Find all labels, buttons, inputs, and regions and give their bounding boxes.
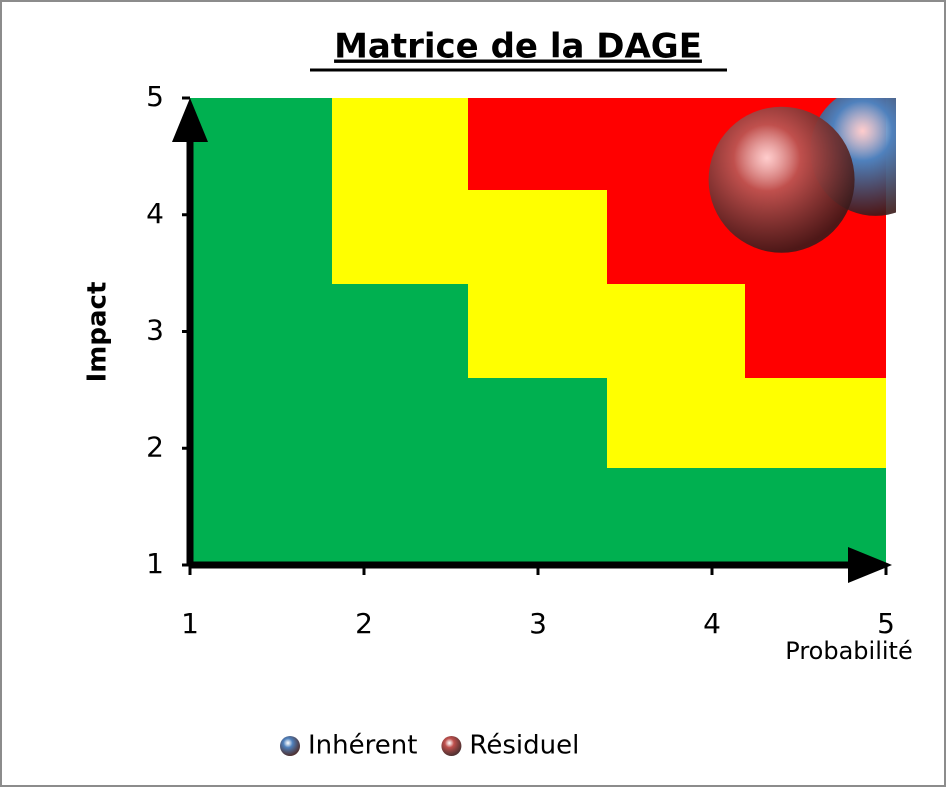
x-tick-label: 1: [181, 607, 199, 640]
y-tick-label: 5: [146, 80, 164, 113]
zone-low: [190, 98, 886, 565]
legend: Inhérent Résiduel: [280, 731, 579, 761]
x-tick-label: 2: [355, 607, 373, 640]
x-axis-label: Probabilité: [785, 637, 912, 665]
legend-label: Résiduel: [469, 731, 579, 761]
x-arrow: [848, 547, 892, 583]
x-tick-label: 3: [529, 607, 547, 640]
y-tick-label: 3: [146, 314, 164, 347]
y-tick-label: 4: [146, 197, 164, 230]
y-arrow: [172, 98, 208, 142]
legend-swatch: [280, 736, 300, 756]
bubble: [708, 106, 855, 253]
y-axis-label: Impact: [83, 282, 113, 383]
x-tick-label: 4: [703, 607, 721, 640]
chart-title: Matrice de la DAGE: [334, 27, 702, 67]
x-tick-label: 5: [877, 607, 895, 640]
bubbles: [708, 98, 896, 253]
zones: [190, 98, 886, 565]
y-tick-label: 1: [146, 547, 164, 580]
legend-swatch: [441, 736, 462, 756]
legend-label: Inhérent: [308, 731, 417, 761]
y-tick-label: 2: [146, 430, 164, 463]
